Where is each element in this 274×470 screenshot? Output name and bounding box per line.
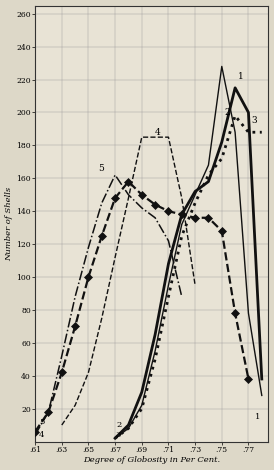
Text: 5: 5 <box>39 418 44 426</box>
Text: 4: 4 <box>155 128 161 137</box>
Text: 2: 2 <box>116 421 122 429</box>
X-axis label: Degree of Globosity in Per Cent.: Degree of Globosity in Per Cent. <box>83 456 220 464</box>
Text: 3: 3 <box>251 116 257 125</box>
Text: 2: 2 <box>224 108 230 117</box>
Text: 5: 5 <box>98 164 104 173</box>
Y-axis label: Number of Shells: Number of Shells <box>5 187 13 260</box>
Text: 4: 4 <box>39 431 45 439</box>
Text: 1: 1 <box>238 72 244 81</box>
Text: 1: 1 <box>255 413 261 421</box>
Text: 3: 3 <box>115 431 121 439</box>
